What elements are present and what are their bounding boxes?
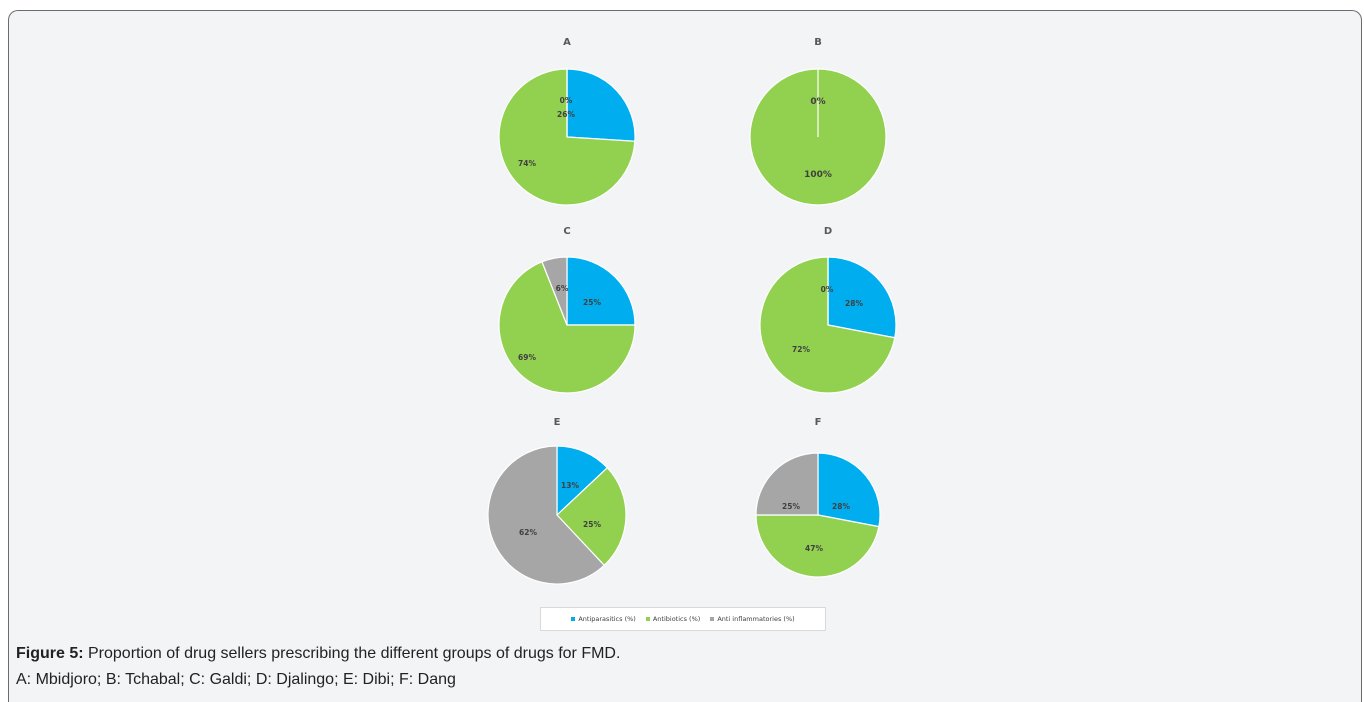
pie-c-label-antiparasitics: 25% (583, 298, 601, 307)
pie-d-label-anti-inflammatories: 0% (821, 285, 834, 294)
pie-a-label-antiparasitics: 26% (557, 110, 575, 119)
pie-chart-b: B 100% 0% (749, 37, 887, 206)
pie-e-slice-antiparasitics (556, 445, 609, 517)
pie-f-label-antiparasitics: 28% (832, 502, 850, 511)
pie-c-slice-anti-inflammatories (541, 256, 568, 326)
pie-c-slice-antibiotics (498, 260, 636, 394)
legend-swatch-antiparasitics (571, 617, 576, 621)
legend-swatch-antibiotics (645, 617, 650, 621)
caption-subtext: A: Mbidjoro; B: Tchabal; C: Galdi; D: Dj… (16, 671, 456, 688)
pie-e-label-anti-inflammatories: 62% (519, 528, 537, 537)
pie-chart-d: D 28% 72% 0% (759, 226, 897, 394)
legend-label-antibiotics: Antibiotics (%) (652, 615, 701, 623)
pie-a-label-anti-inflammatories: 0% (560, 96, 573, 105)
pie-e-slice-anti-inflammatories (487, 445, 606, 585)
legend-item-antiparasitics: Antiparasitics (%) (571, 615, 636, 623)
pie-c-slice-antiparasitics (566, 256, 636, 326)
pie-e-label-antiparasitics: 13% (561, 481, 579, 490)
pie-charts-panel: A 26% 74% 0% B 100% 0% C 25% 69% 6% D 28% 72% 0% E 13% 25… (487, 37, 897, 585)
legend-label-anti-inflammatories: Anti inflammatories (%) (717, 615, 795, 623)
pie-e-slice-antibiotics (556, 466, 627, 567)
pie-f-slice-antibiotics (755, 514, 880, 578)
figure-frame (8, 10, 1362, 702)
pie-f-label-anti-inflammatories: 25% (782, 502, 800, 511)
pie-c-label-antibiotics: 69% (518, 353, 536, 362)
pie-chart-c: C 25% 69% 6% (498, 226, 636, 394)
pie-e-label-antibiotics: 25% (583, 520, 601, 529)
legend-item-antibiotics: Antibiotics (%) (645, 615, 701, 623)
pie-chart-a: A 26% 74% 0% (498, 37, 636, 206)
legend-label-antiparasitics: Antiparasitics (%) (578, 615, 636, 623)
pie-chart-f: F 28% 47% 25% (755, 417, 881, 578)
pie-f-label-antibiotics: 47% (805, 544, 823, 553)
figure-caption: Figure 5: Proportion of drug sellers pre… (16, 641, 620, 693)
pie-c-label-anti-inflammatories: 6% (556, 284, 569, 293)
legend-item-anti-inflammatories: Anti inflammatories (%) (710, 615, 795, 623)
caption-label: Figure 5: (16, 645, 84, 662)
legend-swatch-anti-inflammatories (710, 617, 715, 621)
legend: Antiparasitics (%) Antibiotics (%) Anti … (540, 607, 826, 631)
pie-a-label-antibiotics: 74% (518, 159, 536, 168)
caption-text: Proportion of drug sellers prescribing t… (83, 645, 621, 662)
pie-title-e: E (554, 417, 561, 428)
pie-title-b: B (814, 37, 822, 48)
pie-b-label-anti-inflammatories: 0% (810, 97, 825, 107)
pie-a-slice-antiparasitics (566, 68, 636, 142)
pie-chart-e: E 13% 25% 62% (487, 417, 627, 585)
pie-title-a: A (563, 37, 571, 48)
pie-title-c: C (563, 226, 570, 237)
pie-b-label-antibiotics: 100% (804, 170, 832, 180)
pie-title-f: F (815, 417, 822, 428)
pie-d-label-antiparasitics: 28% (845, 299, 863, 308)
pie-f-slice-antiparasitics (817, 452, 881, 528)
pie-d-slice-antiparasitics (827, 256, 897, 339)
pie-f-slice-anti-inflammatories (755, 452, 819, 516)
pie-d-label-antibiotics: 72% (792, 345, 810, 354)
pie-title-d: D (824, 226, 832, 237)
